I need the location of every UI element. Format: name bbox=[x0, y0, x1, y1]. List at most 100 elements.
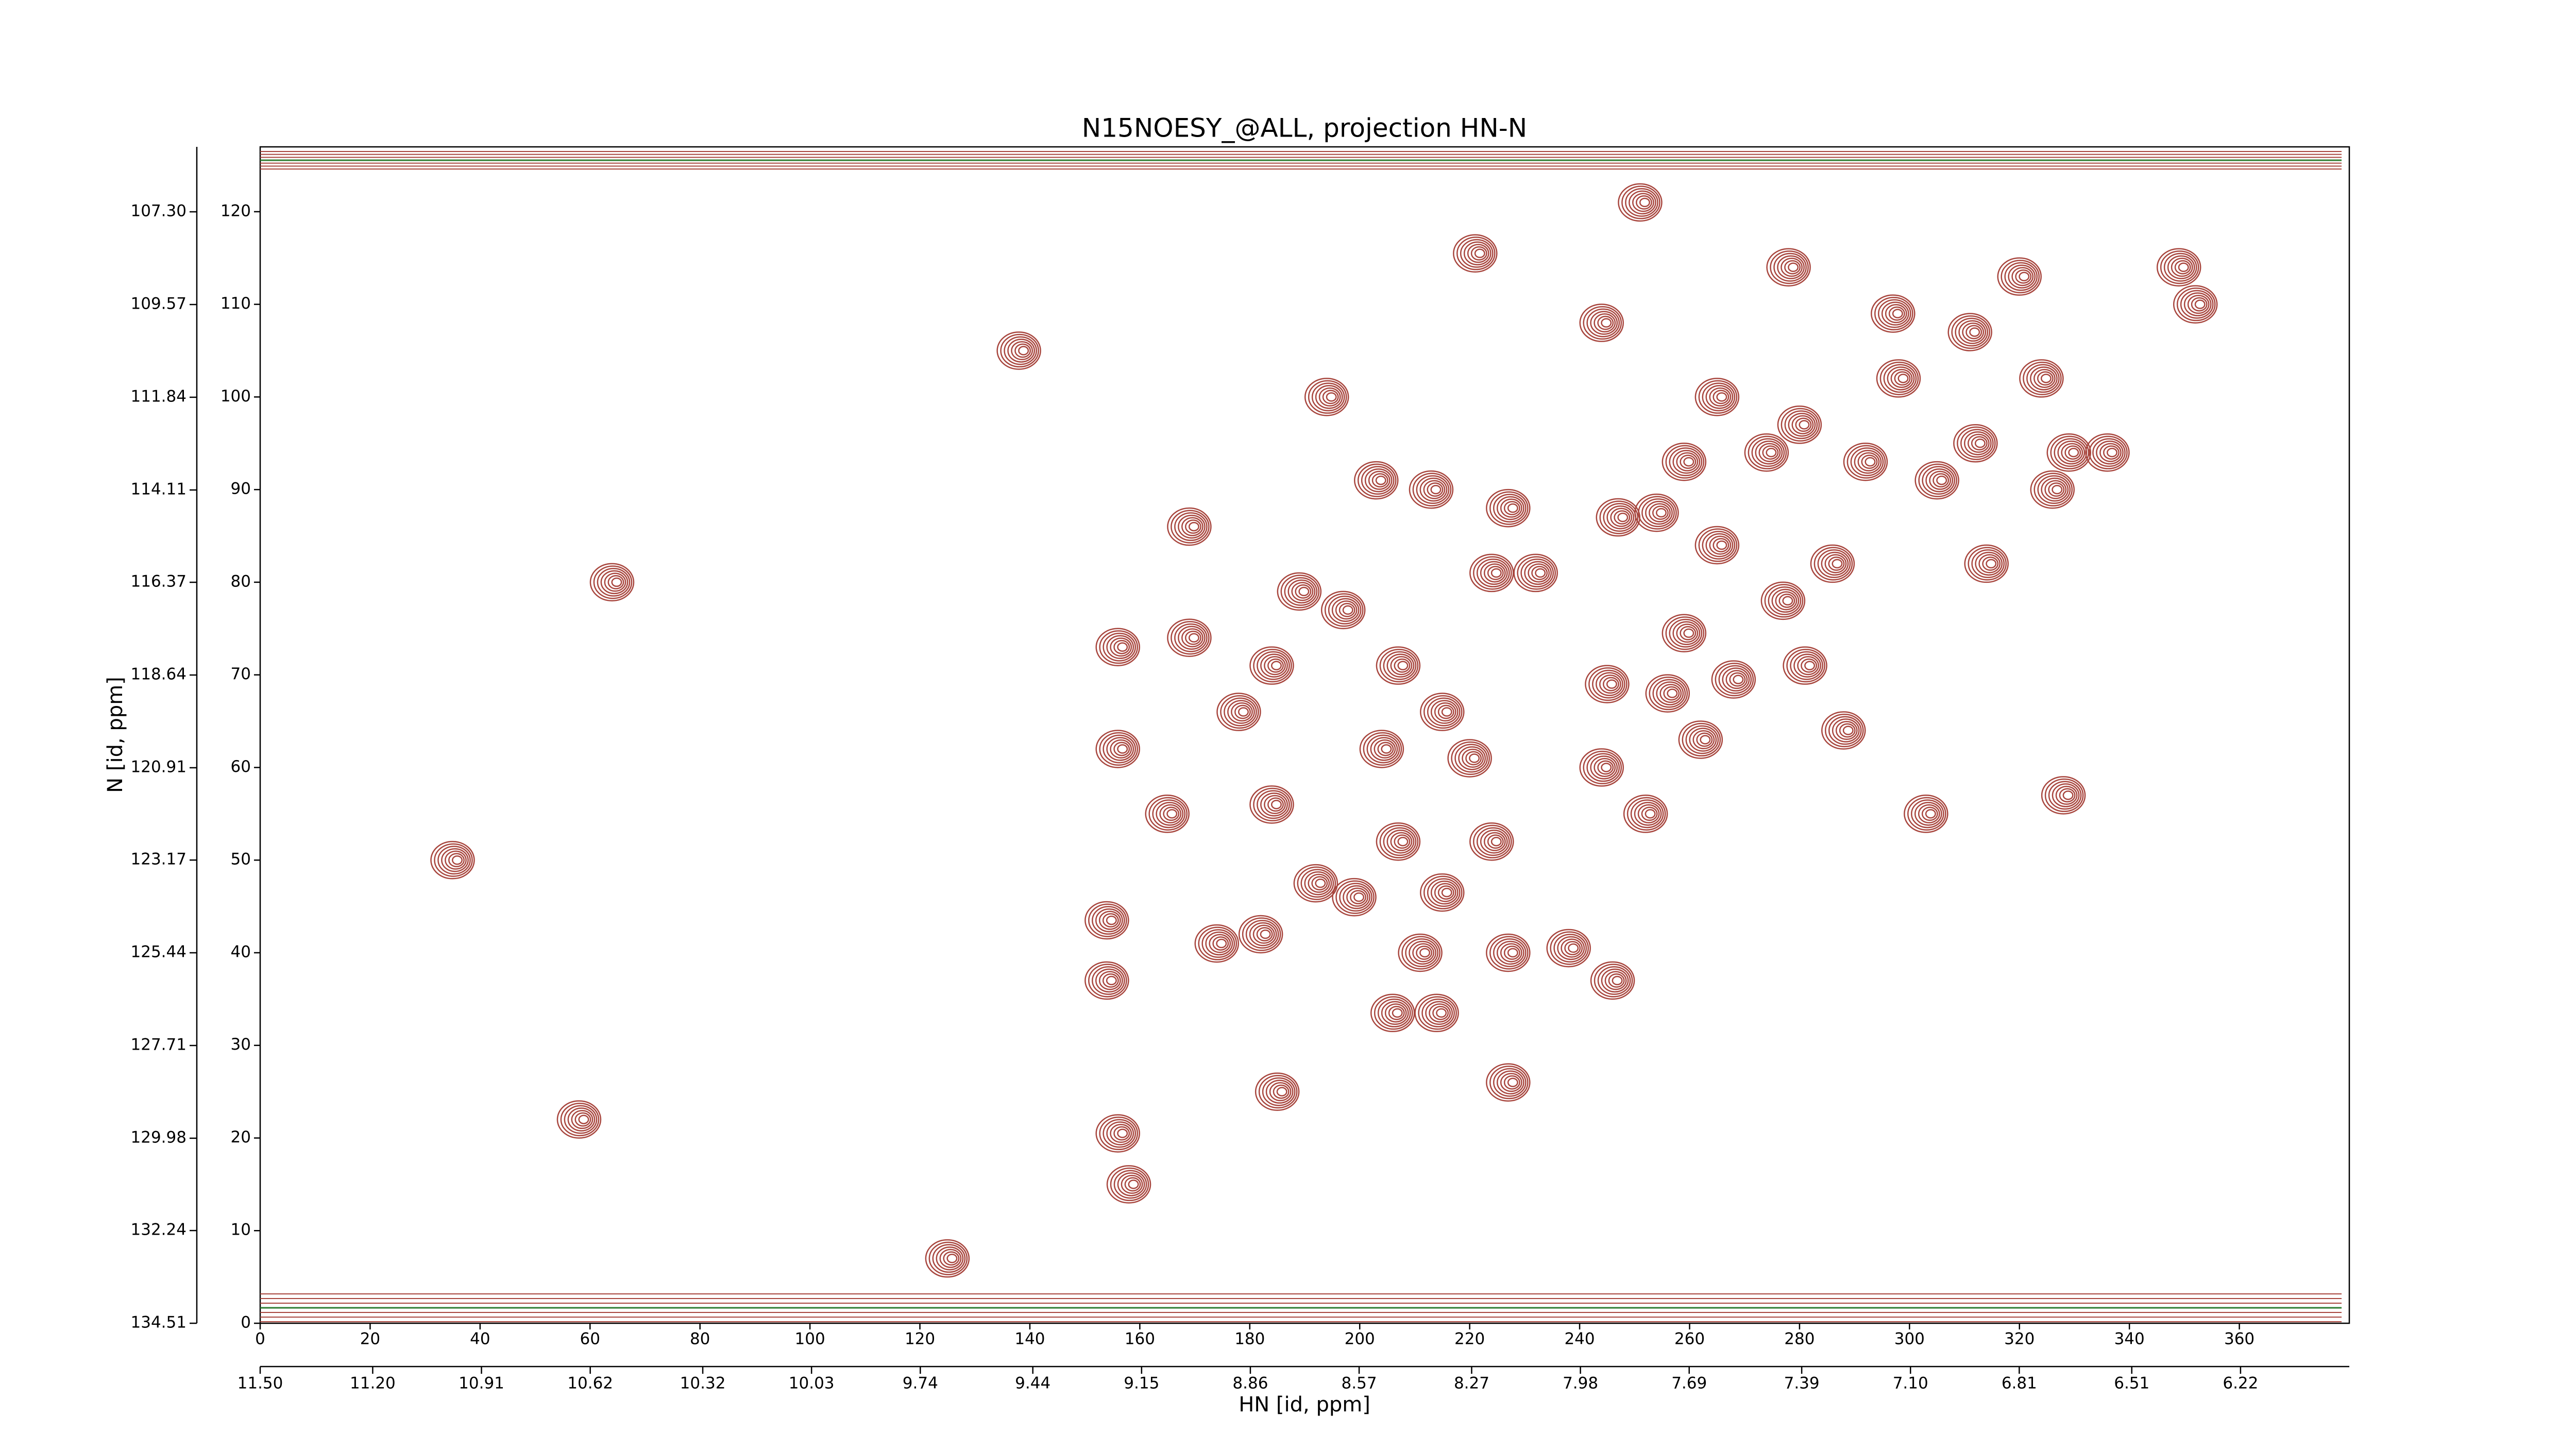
contour-ring bbox=[1597, 760, 1614, 775]
contour-ring bbox=[1409, 470, 1454, 509]
contour-ring bbox=[1106, 635, 1134, 659]
x-tick-label: 340 bbox=[2114, 1330, 2145, 1349]
contour-ring bbox=[1933, 473, 1950, 487]
y2-tick-label: 111.84 bbox=[131, 387, 187, 406]
contour-ring bbox=[1971, 436, 1988, 451]
contour-ring bbox=[1328, 595, 1362, 625]
contour-ring bbox=[1592, 669, 1625, 699]
contour-ring bbox=[1420, 873, 1465, 912]
contour-ring bbox=[1318, 387, 1341, 407]
contour-ring bbox=[1828, 716, 1862, 745]
peak bbox=[556, 1100, 602, 1139]
contour-ring bbox=[1188, 633, 1199, 643]
contour-ring bbox=[1982, 557, 1999, 571]
peak bbox=[1843, 442, 1888, 481]
contour-ring bbox=[1267, 797, 1284, 812]
contour-ring bbox=[936, 1246, 964, 1271]
contour-ring bbox=[1496, 1070, 1524, 1094]
contour-ring bbox=[1095, 628, 1140, 666]
plot-frame bbox=[259, 146, 2350, 1324]
peak bbox=[1332, 878, 1377, 917]
contour-ring bbox=[1121, 1174, 1143, 1194]
contour-ring bbox=[1099, 1116, 1138, 1151]
contour-ring bbox=[1377, 998, 1411, 1027]
x-axis-label: HN [id, ppm] bbox=[1239, 1393, 1370, 1417]
y2-tick-label: 109.57 bbox=[131, 294, 187, 313]
contour-ring bbox=[1775, 591, 1798, 611]
contour-ring bbox=[2187, 295, 2210, 314]
contour-ring bbox=[1788, 262, 1799, 272]
contour-ring bbox=[1951, 315, 1990, 349]
contour-ring bbox=[1437, 704, 1454, 719]
x-tick-label: 260 bbox=[1674, 1330, 1705, 1349]
contour-ring bbox=[1801, 658, 1818, 673]
peak bbox=[2030, 470, 2075, 509]
contour-ring bbox=[1986, 559, 1997, 569]
y2-tick-label: 116.37 bbox=[131, 572, 187, 591]
contour-ring bbox=[1205, 931, 1233, 956]
x2-tick-label: 8.27 bbox=[1454, 1374, 1489, 1393]
peak bbox=[1783, 646, 1827, 685]
contour-ring bbox=[1224, 697, 1257, 727]
contour-ring bbox=[1887, 366, 1915, 391]
contour-ring bbox=[1777, 406, 1822, 444]
contour-ring bbox=[1788, 413, 1816, 437]
contour-ring bbox=[1425, 1001, 1453, 1025]
peak bbox=[1095, 1114, 1140, 1153]
contour-ring bbox=[2191, 297, 2208, 312]
contour-ring bbox=[1370, 737, 1398, 761]
contour-ring bbox=[1474, 248, 1485, 258]
contour-ring bbox=[1709, 535, 1732, 555]
peak bbox=[1304, 378, 1349, 416]
contour-ring bbox=[2062, 790, 2074, 800]
contour-ring bbox=[1716, 540, 1727, 550]
contour-ring bbox=[1258, 1075, 1298, 1109]
contour-ring bbox=[1513, 553, 1558, 593]
contour-ring bbox=[1465, 751, 1482, 766]
contour-ring bbox=[1419, 477, 1448, 502]
peak bbox=[1546, 929, 1591, 968]
contour-ring bbox=[1220, 695, 1259, 729]
contour-ring bbox=[1795, 417, 1812, 432]
contour-ring bbox=[2044, 480, 2067, 499]
contour-ring bbox=[597, 567, 631, 597]
contour-ring bbox=[448, 853, 465, 868]
contour-ring bbox=[1374, 996, 1413, 1030]
peak bbox=[996, 331, 1041, 370]
contour-ring bbox=[1821, 711, 1866, 750]
contour-ring bbox=[1423, 695, 1463, 729]
contour-ring bbox=[1535, 568, 1546, 578]
contour-ring bbox=[1773, 252, 1807, 282]
contour-ring bbox=[1764, 584, 1804, 618]
x2-tick-label: 10.03 bbox=[789, 1374, 835, 1393]
contour-ring bbox=[1113, 1126, 1130, 1141]
contour-ring bbox=[1639, 197, 1650, 208]
contour-ring bbox=[2004, 262, 2038, 291]
contour-ring bbox=[1098, 911, 1121, 930]
contour-ring bbox=[1335, 600, 1358, 620]
contour-ring bbox=[1568, 943, 1579, 953]
contour-ring bbox=[1267, 658, 1284, 673]
contour-ring bbox=[1253, 787, 1292, 821]
contour-ring bbox=[2015, 269, 2032, 284]
y-tick-label: 40 bbox=[231, 942, 251, 961]
peak bbox=[1167, 618, 1212, 657]
contour-ring bbox=[1486, 1063, 1531, 1102]
contour-ring bbox=[1397, 837, 1409, 847]
contour-ring bbox=[1293, 864, 1338, 903]
contour-ring bbox=[1667, 688, 1678, 698]
contour-ring bbox=[1618, 183, 1663, 222]
contour-ring bbox=[1590, 311, 1618, 335]
contour-ring bbox=[1427, 878, 1461, 907]
contour-ring bbox=[1683, 457, 1694, 467]
contour-ring bbox=[1178, 514, 1206, 539]
peak bbox=[1904, 795, 1948, 833]
contour-ring bbox=[946, 1253, 958, 1263]
contour-ring bbox=[1564, 941, 1581, 955]
contour-ring bbox=[1110, 637, 1132, 657]
contour-ring bbox=[1507, 503, 1518, 513]
contour-ring bbox=[1308, 873, 1330, 893]
contour-ring bbox=[600, 570, 629, 595]
contour-ring bbox=[1594, 313, 1616, 333]
